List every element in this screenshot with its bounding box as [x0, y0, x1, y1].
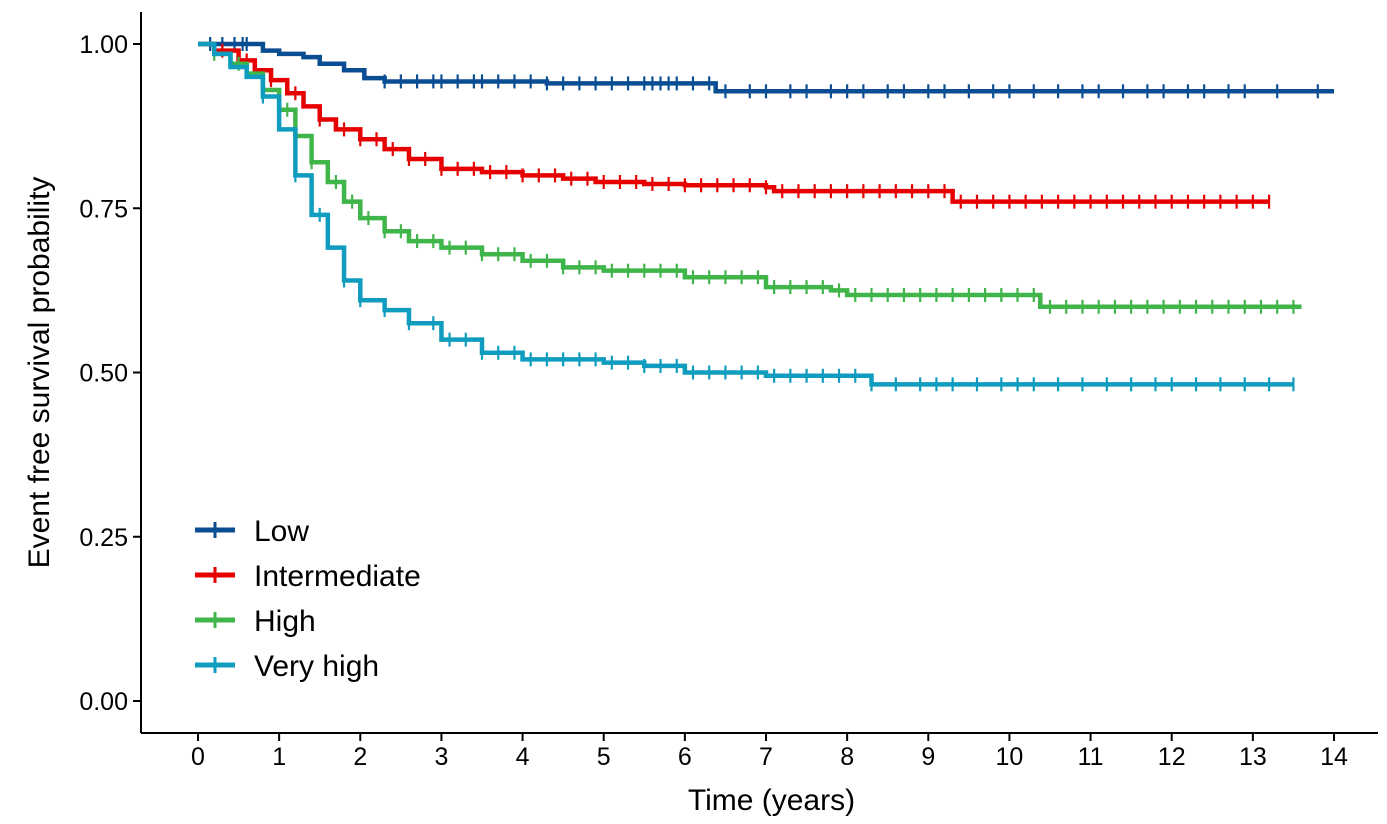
y-axis-ticks: 0.00 0.25 0.50 0.75 1.00	[79, 31, 141, 716]
legend-item: Intermediate	[195, 560, 421, 593]
x-tick-label: 9	[921, 743, 935, 771]
x-tick-label: 2	[353, 743, 367, 771]
x-tick-label: 10	[996, 743, 1024, 771]
series-low	[198, 37, 1334, 99]
survival-curve	[198, 41, 1334, 94]
x-tick-label: 3	[434, 743, 448, 771]
survival-curve	[198, 41, 1270, 204]
series-very-high	[198, 41, 1295, 392]
x-tick-label: 8	[840, 743, 854, 771]
x-tick-label: 13	[1239, 743, 1267, 771]
legend-item: Low	[195, 515, 309, 548]
legend-item: Very high	[195, 650, 379, 683]
y-tick-label: 1.00	[79, 31, 128, 59]
x-tick-label: 5	[597, 743, 611, 771]
legend-label: Intermediate	[254, 560, 421, 593]
legend-item: High	[195, 605, 316, 638]
x-tick-label: 4	[516, 743, 530, 771]
y-tick-label: 0.75	[79, 195, 128, 223]
y-tick-label: 0.25	[79, 524, 128, 552]
legend-label: High	[254, 605, 316, 638]
legend: Low Intermediate High Very high	[195, 515, 421, 683]
y-tick-label: 0.50	[79, 360, 128, 388]
x-tick-label: 6	[678, 743, 692, 771]
survival-curve	[198, 41, 1302, 310]
x-axis-title: Time (years)	[688, 784, 855, 817]
axes-layer: 0 1 2 3 4 5 6 7 8 9 10 11 12 13 14 0.000.250.500.751.0…	[23, 12, 1378, 817]
legend-label: Low	[254, 515, 309, 548]
x-tick-label: 7	[759, 743, 773, 771]
x-axis-ticks: 0 1 2 3 4 5 6 7 8 9 10 11 12 13 14	[191, 733, 1348, 771]
x-tick-label: 1	[272, 743, 286, 771]
x-tick-label: 14	[1320, 743, 1348, 771]
x-tick-label: 0	[191, 743, 205, 771]
y-tick-label: 0.00	[79, 688, 128, 716]
x-tick-label: 12	[1158, 743, 1186, 771]
x-tick-label: 11	[1078, 743, 1104, 771]
series-layer	[198, 37, 1334, 392]
series-intermediate	[198, 41, 1271, 209]
y-axis-title: Event free survival probability	[23, 177, 56, 569]
legend-label: Very high	[254, 650, 379, 683]
